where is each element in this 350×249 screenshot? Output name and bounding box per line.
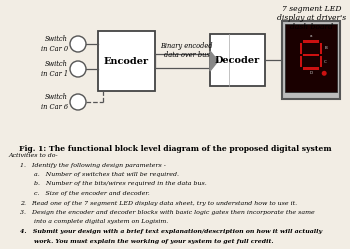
Circle shape [70,36,86,52]
Text: 4.   Submit your design with a brief text explanation/description on how it will: 4. Submit your design with a brief text … [20,229,322,234]
Text: a: a [310,34,312,38]
Text: Switch
in Car 1: Switch in Car 1 [41,61,68,78]
Text: work. You must explain the working of your system to get full credit.: work. You must explain the working of yo… [34,239,273,244]
Text: C: C [324,60,327,64]
Text: Switch
in Car 0: Switch in Car 0 [41,35,68,53]
Bar [300,56,302,67]
Bar [303,40,320,43]
Text: into a complete digital system on Logisim.: into a complete digital system on Logisi… [34,220,168,225]
Bar [210,34,265,86]
Text: 1.   Identify the following design parameters -: 1. Identify the following design paramet… [20,163,166,168]
Text: Encoder: Encoder [104,57,149,65]
Text: D: D [309,71,313,75]
Circle shape [322,71,327,76]
Bar [300,43,302,54]
Text: Switch
in Car 6: Switch in Car 6 [41,93,68,111]
Bar [320,56,322,67]
Text: b.   Number of the bits/wires required in the data bus.: b. Number of the bits/wires required in … [34,182,207,187]
Bar [320,43,322,54]
Text: B: B [324,46,327,50]
Circle shape [70,61,86,77]
Bar [303,54,320,56]
Bar [285,24,337,92]
Text: 7 segment LED
display at driver's
dash board: 7 segment LED display at driver's dash b… [278,5,346,31]
Bar [282,21,340,99]
Text: a.   Number of switches that will be required.: a. Number of switches that will be requi… [34,172,179,177]
Text: Activities to do-: Activities to do- [8,153,58,158]
Text: c.   Size of the encoder and decoder.: c. Size of the encoder and decoder. [34,191,150,196]
Circle shape [70,94,86,110]
Bar [98,31,155,91]
Polygon shape [210,51,218,71]
Text: Decoder: Decoder [215,56,260,64]
Bar [303,67,320,69]
Text: 2.   Read one of the 7 segment LED display data sheet, try to understand how to : 2. Read one of the 7 segment LED display… [20,200,297,205]
Text: Binary encoded
data over bus: Binary encoded data over bus [160,42,213,59]
Text: Fig. 1: The functional block level diagram of the proposed digital system: Fig. 1: The functional block level diagr… [19,145,331,153]
Text: 3.   Design the encoder and decoder blocks with basic logic gates then incorpora: 3. Design the encoder and decoder blocks… [20,210,315,215]
